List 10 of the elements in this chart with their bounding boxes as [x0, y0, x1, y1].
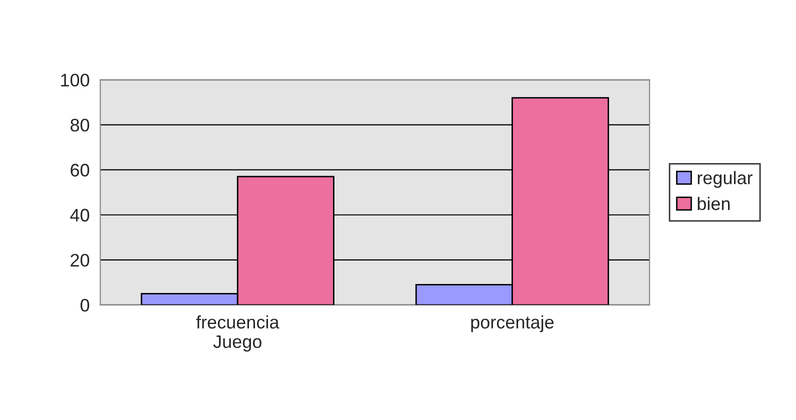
x-tick-label: frecuencia Juego	[196, 315, 280, 352]
y-tick-label: 80	[70, 118, 90, 132]
x-tick-label: porcentaje	[471, 315, 554, 332]
y-tick-label: 40	[70, 208, 90, 222]
y-tick-label: 100	[61, 74, 90, 87]
y-tick-label: 20	[70, 254, 90, 267]
y-tick-label: 0	[80, 298, 90, 312]
legend-label: regular	[698, 171, 753, 188]
y-tick-label: 60	[70, 164, 90, 177]
legend-label: bien	[698, 196, 730, 210]
